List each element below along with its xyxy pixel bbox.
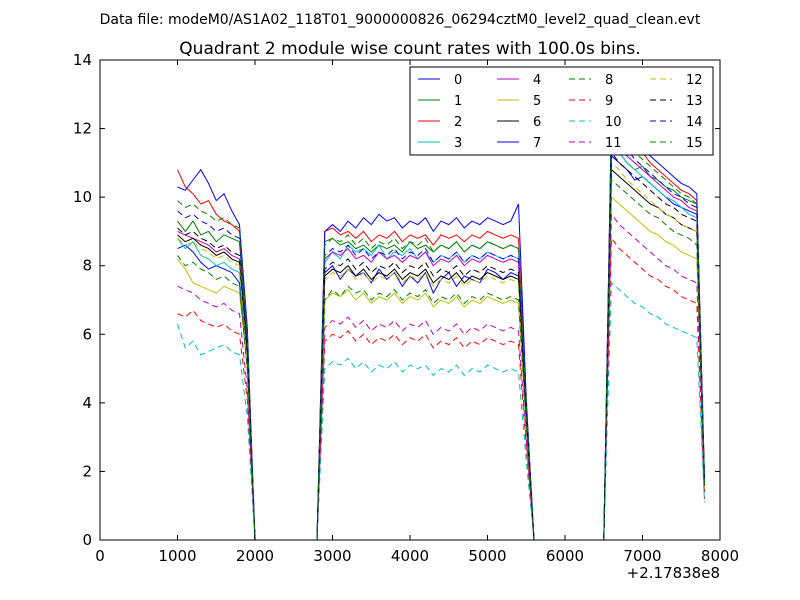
series-line-4 — [177, 133, 705, 541]
series-line-13 — [177, 151, 705, 541]
y-tick-label: 8 — [82, 257, 92, 275]
x-tick-label: 8000 — [701, 547, 739, 565]
x-tick-label: 0 — [95, 547, 105, 565]
y-tick-label: 6 — [82, 325, 92, 343]
series-line-9 — [177, 236, 705, 541]
y-tick-label: 12 — [73, 120, 92, 138]
legend-label-15: 15 — [686, 136, 703, 151]
y-tick-label: 0 — [82, 531, 92, 549]
x-tick-label: 5000 — [468, 547, 506, 565]
legend-label-1: 1 — [454, 94, 462, 109]
series-line-8 — [177, 178, 705, 541]
legend-label-8: 8 — [605, 73, 613, 88]
legend-label-3: 3 — [454, 136, 462, 151]
legend-label-6: 6 — [533, 115, 541, 130]
x-offset-label: +2.17838e8 — [627, 564, 720, 582]
legend-label-4: 4 — [533, 73, 541, 88]
y-tick-label: 2 — [82, 462, 92, 480]
series-line-10 — [177, 281, 705, 541]
legend-label-13: 13 — [686, 94, 703, 109]
x-tick-label: 6000 — [546, 547, 584, 565]
series-line-14 — [177, 130, 705, 541]
series-line-3 — [177, 144, 705, 541]
legend-label-10: 10 — [605, 115, 622, 130]
y-tick-label: 14 — [73, 51, 92, 69]
legend-label-12: 12 — [686, 73, 703, 88]
chart-title: Quadrant 2 module wise count rates with … — [179, 39, 640, 59]
series-line-1 — [177, 148, 705, 541]
x-tick-label: 1000 — [158, 547, 196, 565]
series-line-15 — [177, 123, 705, 541]
series-line-7 — [177, 110, 705, 541]
legend-label-7: 7 — [533, 136, 541, 151]
legend-label-0: 0 — [454, 73, 462, 88]
legend-label-2: 2 — [454, 115, 462, 130]
y-tick-label: 10 — [73, 188, 92, 206]
x-tick-label: 4000 — [391, 547, 429, 565]
plot-area — [177, 110, 705, 541]
legend-label-5: 5 — [533, 94, 541, 109]
series-line-11 — [177, 212, 705, 541]
suptitle: Data file: modeM0/AS1A02_118T01_90000008… — [100, 12, 701, 28]
y-tick-label: 4 — [82, 394, 92, 412]
series-line-0 — [177, 154, 705, 541]
legend-label-9: 9 — [605, 94, 613, 109]
legend-label-11: 11 — [605, 136, 622, 151]
legend-label-14: 14 — [686, 115, 703, 130]
series-line-6 — [177, 168, 705, 541]
x-tick-label: 2000 — [236, 547, 274, 565]
x-tick-label: 3000 — [313, 547, 351, 565]
series-line-12 — [177, 161, 705, 541]
x-tick-label: 7000 — [623, 547, 661, 565]
legend-box — [409, 66, 714, 156]
axis-ticks: 0 1000 2000 3000 4000 5000 6000 7000 80000246810… — [73, 51, 739, 565]
